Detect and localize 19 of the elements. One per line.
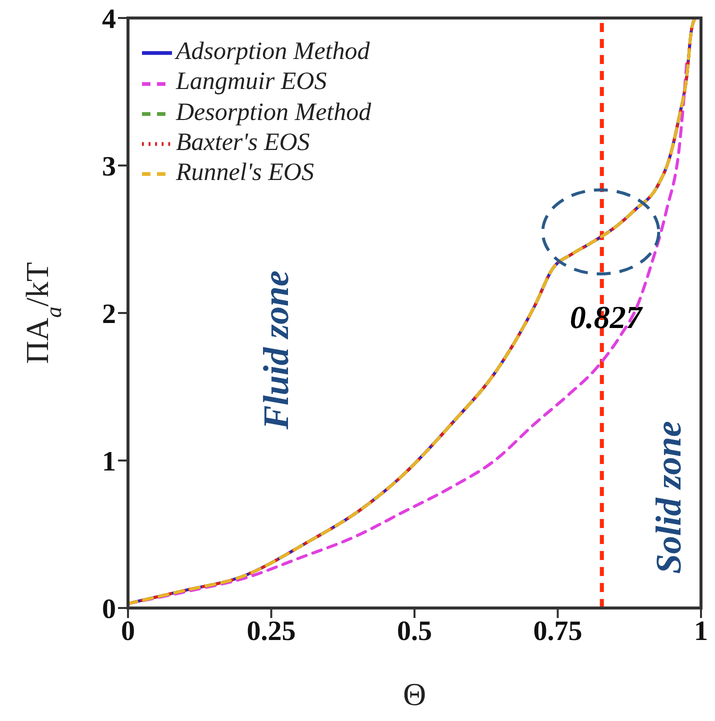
legend-label: Runnel's EOS: [176, 159, 314, 186]
annotation: Solid zone: [648, 420, 689, 574]
ref-line-label: 0.827: [570, 298, 644, 335]
x-tick-label: 1: [694, 616, 708, 647]
y-tick-label: 4: [102, 4, 116, 35]
x-axis-title: Θ: [402, 676, 426, 712]
y-tick-label: 3: [102, 151, 116, 182]
legend-label: Desorption Method: [176, 98, 372, 126]
legend-label: Langmuir EOS: [176, 68, 327, 96]
legend-label: Baxter's EOS: [176, 128, 310, 156]
annotation: Fluid zone: [256, 270, 296, 430]
x-tick-label: 0: [121, 616, 135, 647]
y-tick-label: 1: [102, 446, 116, 478]
y-tick-label: 2: [102, 298, 116, 330]
y-tick-label: 0: [102, 594, 116, 625]
x-tick-label: 0.75: [533, 616, 582, 647]
x-tick-label: 0.25: [246, 616, 296, 647]
legend-label: Adsorption Method: [176, 38, 370, 65]
x-tick-label: 0.5: [397, 616, 432, 647]
